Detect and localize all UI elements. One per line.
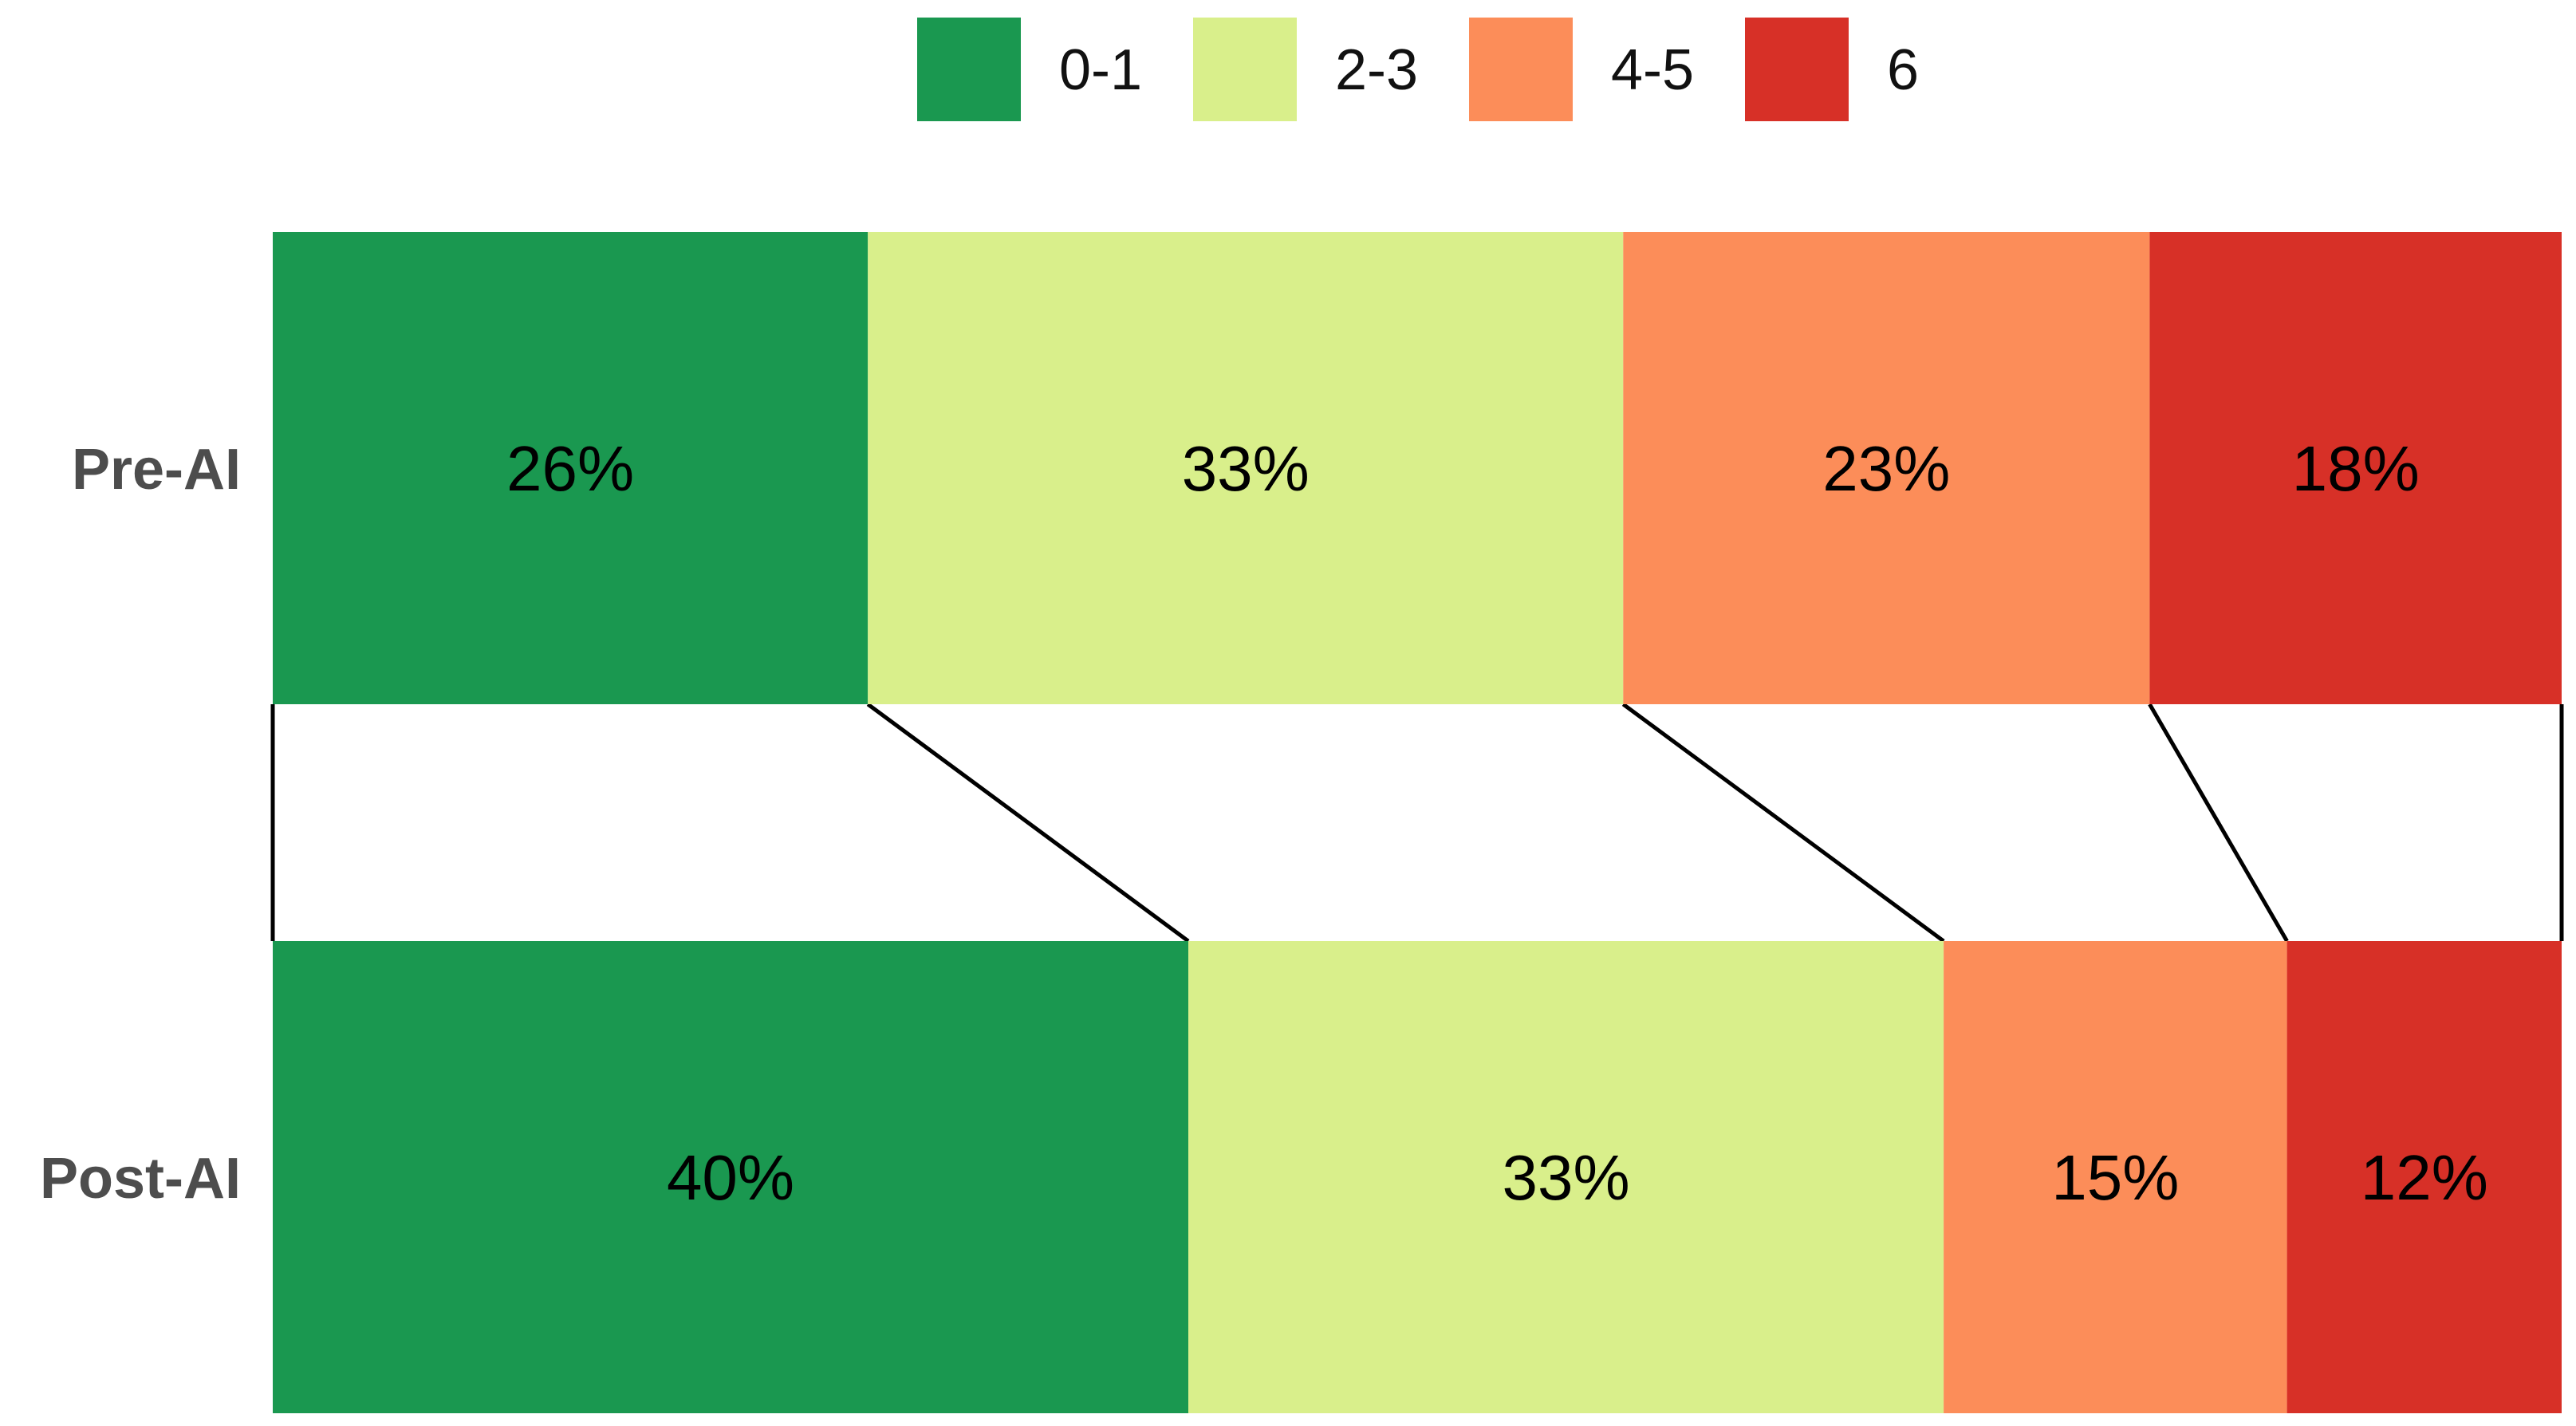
legend-label-6: 6 <box>1887 38 1919 102</box>
bar-pre-ai-6 <box>2149 232 2562 704</box>
connector-lines <box>270 702 2564 943</box>
legend: 0-1 2-3 4-5 6 <box>917 18 1919 121</box>
data-label-post-ai-0-1: 40% <box>667 1142 794 1213</box>
data-label-pre-ai-2-3: 33% <box>1182 433 1310 504</box>
connector-line-1 <box>866 702 1190 943</box>
legend-swatch-2-3 <box>1193 18 1297 121</box>
bar-pre-ai-4-5 <box>1623 232 2150 704</box>
bar-post-ai-2-3 <box>1188 941 1944 1413</box>
legend-swatch-6 <box>1745 18 1849 121</box>
category-label-pre-ai: Pre-AI <box>72 438 241 502</box>
bar-pre-ai-0-1 <box>273 232 869 704</box>
data-label-post-ai-4-5: 15% <box>2051 1142 2179 1213</box>
connector-line-3 <box>2148 703 2289 943</box>
category-labels: Pre-AI Post-AI <box>40 438 241 1211</box>
connector-line-2 <box>1621 702 1945 943</box>
bar-post-ai-4-5 <box>1944 941 2287 1413</box>
legend-label-0-1: 0-1 <box>1059 38 1142 102</box>
bar-post-ai-6 <box>2286 941 2562 1413</box>
legend-label-4-5: 4-5 <box>1611 38 1694 102</box>
bar-post-ai-0-1 <box>273 941 1188 1413</box>
legend-swatch-4-5 <box>1469 18 1573 121</box>
bars: 26% 33% 23% 18% 40% 33% 15% 12% <box>273 232 2562 1413</box>
data-label-post-ai-2-3: 33% <box>1502 1142 1629 1213</box>
data-label-pre-ai-4-5: 23% <box>1822 433 1950 504</box>
legend-swatch-0-1 <box>917 18 1021 121</box>
data-label-post-ai-6: 12% <box>2361 1142 2488 1213</box>
data-label-pre-ai-0-1: 26% <box>506 433 634 504</box>
legend-label-2-3: 2-3 <box>1335 38 1418 102</box>
category-label-post-ai: Post-AI <box>40 1147 241 1211</box>
bar-pre-ai-2-3 <box>868 232 1624 704</box>
data-label-pre-ai-6: 18% <box>2292 433 2420 504</box>
